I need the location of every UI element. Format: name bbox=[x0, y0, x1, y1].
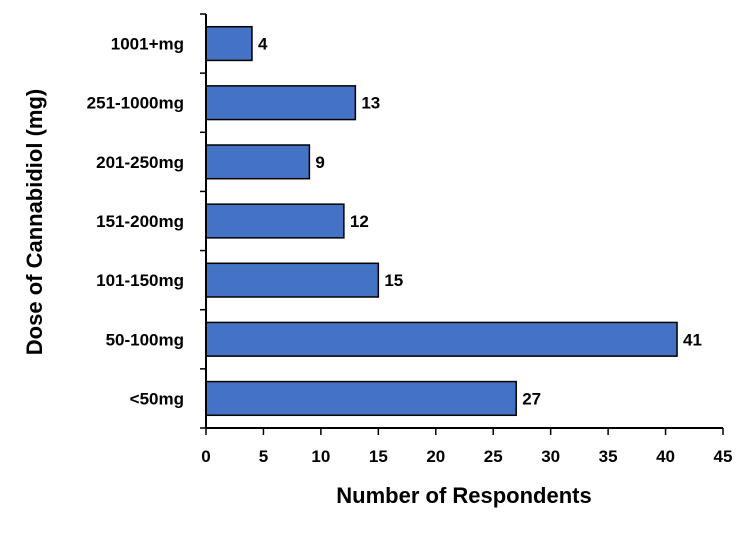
x-axis-title: Number of Respondents bbox=[336, 483, 591, 508]
x-tick-label: 45 bbox=[714, 447, 733, 466]
category-label: 201-250mg bbox=[96, 153, 184, 172]
data-label: 9 bbox=[315, 153, 324, 172]
y-axis-title: Dose of Cannabidiol (mg) bbox=[22, 89, 47, 355]
labels-layer: Dose of Cannabidiol (mg) Number of Respo… bbox=[22, 35, 732, 508]
category-label: 1001+mg bbox=[111, 35, 184, 54]
x-tick-label: 25 bbox=[484, 447, 503, 466]
x-tick-label: 0 bbox=[201, 447, 210, 466]
x-tick-label: 15 bbox=[369, 447, 388, 466]
bars-layer bbox=[205, 25, 678, 417]
data-label: 15 bbox=[384, 271, 403, 290]
category-label: <50mg bbox=[130, 389, 184, 408]
bar-151-200mg bbox=[205, 203, 345, 239]
x-tick-label: 35 bbox=[599, 447, 618, 466]
x-tick-label: 40 bbox=[656, 447, 675, 466]
data-label: 12 bbox=[350, 212, 369, 231]
x-tick-label: 10 bbox=[311, 447, 330, 466]
data-label: 13 bbox=[361, 94, 380, 113]
data-label: 4 bbox=[258, 35, 268, 54]
x-tick-label: 20 bbox=[426, 447, 445, 466]
bar-1001-mg bbox=[205, 25, 253, 62]
axes-layer bbox=[200, 13, 724, 435]
category-label: 101-150mg bbox=[96, 271, 184, 290]
bar-50mg bbox=[205, 380, 517, 417]
x-tick-label: 5 bbox=[259, 447, 268, 466]
bar-251-1000mg bbox=[205, 85, 357, 121]
bar-101-150mg bbox=[205, 262, 380, 298]
bar-50-100mg bbox=[205, 321, 678, 357]
bar-201-250mg bbox=[205, 144, 311, 180]
data-label: 41 bbox=[683, 330, 702, 349]
category-label: 151-200mg bbox=[96, 212, 184, 231]
data-label: 27 bbox=[522, 389, 541, 408]
x-tick-label: 30 bbox=[541, 447, 560, 466]
category-label: 251-1000mg bbox=[87, 94, 184, 113]
category-label: 50-100mg bbox=[106, 330, 184, 349]
